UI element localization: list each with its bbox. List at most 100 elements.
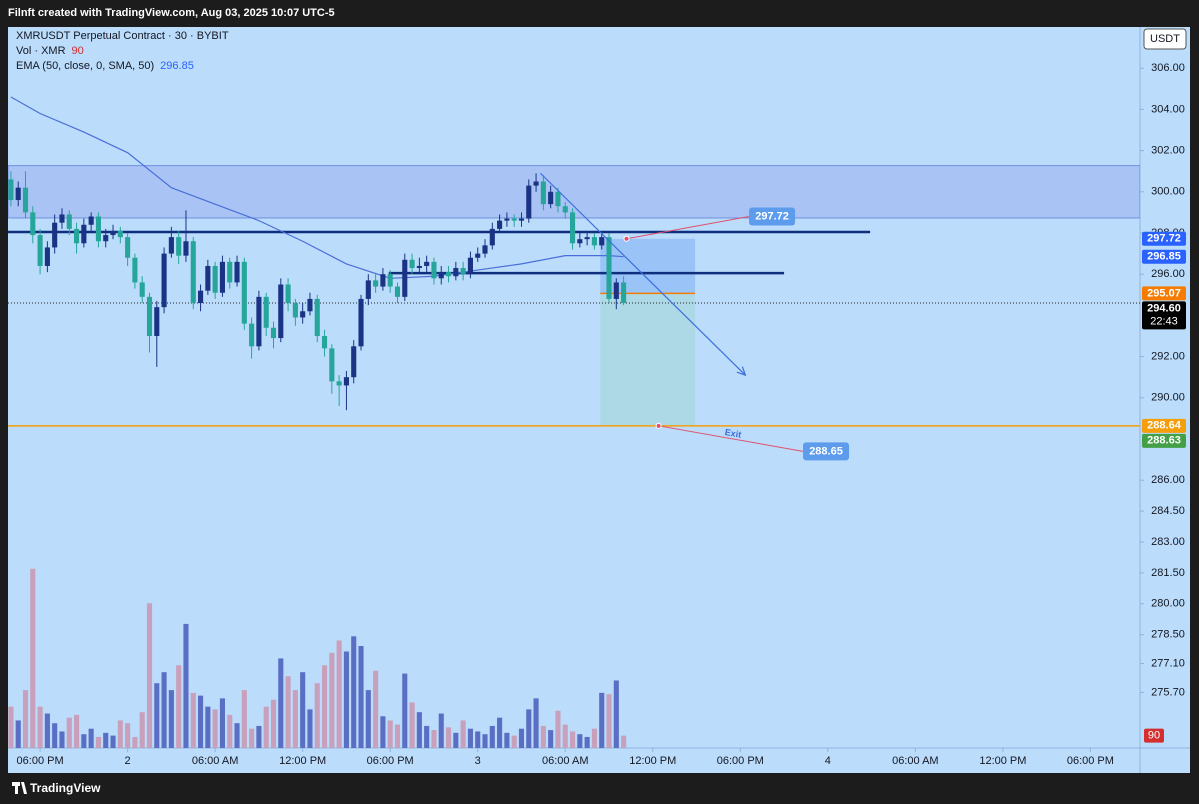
- candle-body: [365, 280, 371, 299]
- candle-body: [336, 381, 342, 386]
- candle-body: [351, 346, 357, 378]
- candle-body: [212, 265, 218, 293]
- callout-line: [626, 216, 750, 240]
- price-badge: [1142, 231, 1186, 246]
- volume-bar: [475, 731, 481, 748]
- volume-bar: [15, 720, 21, 748]
- indicator-value: 296.85: [160, 60, 194, 72]
- volume-bar: [540, 725, 546, 748]
- candle-body: [37, 235, 43, 266]
- volume-bar: [511, 735, 517, 748]
- volume-bar: [270, 699, 277, 748]
- candle-body: [307, 298, 313, 312]
- volume-bar: [219, 698, 225, 748]
- candle-body: [249, 323, 255, 347]
- candle-body: [198, 290, 204, 304]
- volume-bar: [110, 735, 116, 748]
- candle-body: [30, 212, 36, 236]
- volume-bar: [577, 734, 583, 748]
- candle-body: [431, 261, 437, 279]
- volume-bar: [431, 730, 437, 748]
- volume-bar: [606, 694, 612, 748]
- candle-body: [387, 274, 393, 287]
- candle-body: [15, 187, 21, 201]
- candle-body: [373, 280, 379, 287]
- plot-area: [8, 96, 1140, 748]
- indicator-name: Vol · XMR: [16, 45, 66, 57]
- volume-bar: [132, 736, 138, 748]
- candle-body: [176, 237, 182, 256]
- volume-bar: [562, 724, 568, 748]
- volume-bar: [154, 683, 160, 748]
- volume-bar: [555, 710, 561, 748]
- callout-label: 297.72: [755, 210, 789, 222]
- y-tick-label: 302.00: [1151, 145, 1185, 157]
- x-tick-label: 2: [125, 755, 131, 767]
- candle-body: [621, 282, 627, 304]
- candle-body: [533, 181, 539, 186]
- callout-box: [749, 207, 796, 226]
- volume-bar: [373, 670, 379, 748]
- volume-bar: [103, 732, 109, 748]
- volume-bar: [569, 731, 576, 748]
- candle-body: [569, 212, 576, 244]
- candle-body: [154, 307, 160, 336]
- volume-bar: [380, 716, 386, 748]
- candle-body: [132, 257, 138, 283]
- callout-anchor: [655, 422, 662, 429]
- volume-bar: [365, 690, 371, 748]
- volume-bar: [95, 736, 101, 748]
- volume-bar: [125, 723, 131, 748]
- volume-bar: [445, 727, 452, 748]
- volume-bar: [198, 695, 204, 748]
- y-tick-label: 277.10: [1151, 657, 1185, 669]
- volume-bar: [460, 720, 466, 748]
- indicator-name: EMA (50, close, 0, SMA, 50): [16, 60, 154, 72]
- chart-background: [8, 27, 1190, 773]
- volume-bar: [482, 734, 488, 748]
- volume-bar: [351, 636, 357, 748]
- candle-body: [285, 284, 291, 304]
- ema-line: [10, 96, 624, 279]
- volume-bar: [292, 690, 298, 748]
- candle-body: [482, 245, 488, 254]
- candle-body: [453, 268, 459, 277]
- candle-body: [52, 222, 58, 248]
- volume-bar: [591, 728, 597, 748]
- candle-body: [613, 282, 619, 299]
- candle-body: [402, 259, 408, 297]
- volume-bar: [453, 732, 459, 748]
- volume-bar: [234, 723, 240, 748]
- volume-bar: [205, 706, 211, 748]
- candle-body: [81, 224, 87, 244]
- volume-bar: [394, 724, 401, 748]
- volume-bar: [584, 736, 590, 748]
- volume-bar: [278, 658, 284, 748]
- price-badge-label: 296.85: [1147, 251, 1181, 263]
- volume-bar: [30, 568, 36, 748]
- volume-bar: [44, 713, 50, 748]
- price-badge-label: 297.72: [1147, 233, 1181, 245]
- volume-bar: [37, 706, 43, 748]
- candle-body: [234, 261, 240, 283]
- volume-bar: [22, 690, 29, 748]
- volume-badge: [1144, 728, 1164, 743]
- candle-body: [168, 237, 174, 254]
- resistance-zone: [8, 165, 1140, 219]
- candle-body: [205, 265, 211, 291]
- position-target: [600, 293, 696, 426]
- callout-box: [803, 442, 850, 461]
- currency-box[interactable]: [1143, 28, 1187, 50]
- volume-bar: [168, 690, 174, 748]
- volume-bar: [190, 692, 196, 748]
- volume-bar: [518, 728, 525, 748]
- volume-bar: [416, 712, 422, 748]
- callout-anchor: [623, 235, 630, 242]
- candle-body: [190, 241, 196, 304]
- candle-body: [416, 265, 422, 269]
- candle-body: [467, 257, 473, 275]
- volume-bar: [74, 714, 80, 748]
- header: Filnft created with TradingView.com, Aug…: [8, 7, 335, 19]
- callout-line: [658, 425, 804, 452]
